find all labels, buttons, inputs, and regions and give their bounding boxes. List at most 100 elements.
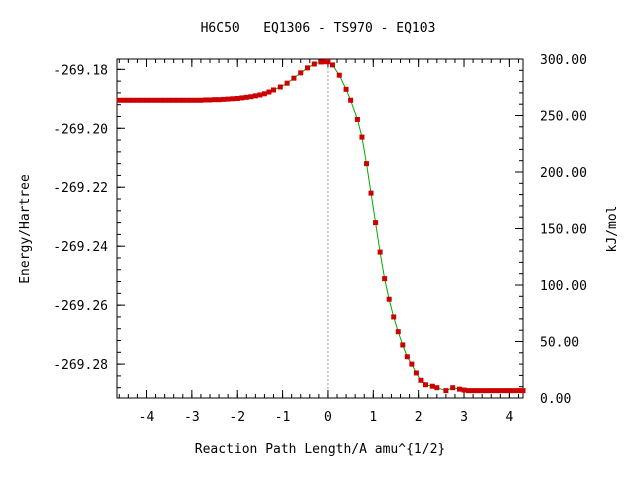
data-point-marker <box>386 296 392 302</box>
data-point-marker <box>180 97 186 103</box>
x-tick-label: -1 <box>275 410 291 425</box>
data-point-marker <box>461 387 467 393</box>
data-point-marker <box>413 370 419 376</box>
data-point-marker <box>450 385 456 391</box>
plot-frame <box>116 58 524 399</box>
data-point-marker <box>336 72 342 78</box>
y2-tick-label: 150.00 <box>540 223 587 238</box>
data-point-marker <box>466 388 472 394</box>
data-point-marker <box>157 97 163 103</box>
data-point-marker <box>488 388 494 394</box>
y-axis-label: Energy/Hartree <box>18 174 33 284</box>
data-point-marker <box>202 97 208 103</box>
data-point-marker <box>125 97 131 103</box>
data-point-marker <box>502 388 508 394</box>
data-point-marker <box>298 70 304 76</box>
data-point-marker <box>329 62 335 68</box>
data-point-marker <box>511 388 517 394</box>
x-tick-label: 0 <box>324 410 332 425</box>
data-point-marker <box>252 93 258 99</box>
x-tick-label: 2 <box>415 410 423 425</box>
data-point-marker <box>391 314 397 320</box>
data-point-marker <box>184 97 190 103</box>
data-point-marker <box>234 96 240 101</box>
data-point-marker <box>359 134 365 140</box>
data-point-marker <box>230 96 236 102</box>
x-tick-label: 1 <box>369 410 377 425</box>
data-point-marker <box>284 80 290 86</box>
energy-curve <box>119 61 523 392</box>
y2-tick-label: 0.00 <box>540 392 571 407</box>
data-point-marker <box>121 97 127 103</box>
data-point-marker <box>470 388 476 394</box>
data-point-marker <box>395 329 401 335</box>
y-tick-label: -269.24 <box>53 240 108 255</box>
data-point-marker <box>515 388 521 394</box>
data-point-marker <box>271 87 276 93</box>
y-tick-label: -269.22 <box>53 181 108 196</box>
data-point-marker <box>409 361 415 367</box>
data-point-marker <box>364 161 369 167</box>
data-point-marker <box>368 190 374 196</box>
y2-axis-label: kJ/mol <box>605 206 620 253</box>
x-tick-label: -2 <box>229 410 245 425</box>
data-point-marker <box>422 382 428 388</box>
y2-tick-label: 250.00 <box>540 110 587 125</box>
data-point-marker <box>193 97 199 103</box>
y-tick-label: -269.28 <box>53 358 108 373</box>
data-point-marker <box>343 86 349 92</box>
x-axis-label: Reaction Path Length/A amu^{1/2} <box>195 442 445 457</box>
data-point-marker <box>207 97 213 103</box>
data-point-marker <box>305 65 311 71</box>
data-point-marker <box>198 97 204 103</box>
data-point-marker <box>443 388 449 394</box>
data-point-marker <box>434 385 440 391</box>
data-point-marker <box>225 96 231 102</box>
y2-tick-label: 50.00 <box>540 336 579 351</box>
y-tick-label: -269.20 <box>53 122 108 137</box>
data-point-marker <box>354 116 360 122</box>
data-point-marker <box>162 97 168 103</box>
data-point-marker <box>373 220 379 226</box>
series-line <box>119 61 523 392</box>
y2-tick-label: 100.00 <box>540 279 587 294</box>
data-point-marker <box>257 92 263 98</box>
data-point-marker <box>266 89 272 95</box>
data-point-marker <box>382 276 388 282</box>
series-markers <box>116 59 526 394</box>
y-tick-label: -269.26 <box>53 299 108 314</box>
data-point-marker <box>148 97 154 103</box>
data-point-marker <box>175 97 181 103</box>
axis-ticks: -4 -3 -2 -1 0 1 2 3 4 -269.18 -269.20 -269.22 -269.2… <box>53 53 587 425</box>
data-point-marker <box>400 342 406 348</box>
data-point-marker <box>243 94 249 100</box>
data-point-marker <box>348 97 354 103</box>
data-point-marker <box>484 388 490 394</box>
data-point-marker <box>493 388 499 394</box>
data-point-marker <box>212 97 218 103</box>
data-point-marker <box>377 249 383 255</box>
data-point-marker <box>130 97 136 103</box>
chart-title: H6C50 EQ1306 - TS970 - EQ103 <box>201 21 436 36</box>
data-point-marker <box>277 84 283 90</box>
data-point-marker <box>189 97 195 103</box>
y-tick-label: -269.18 <box>53 63 108 78</box>
data-point-marker <box>311 61 317 67</box>
x-tick-label: -3 <box>184 410 200 425</box>
data-point-marker <box>404 354 410 360</box>
data-point-marker <box>153 97 159 103</box>
data-point-marker <box>291 75 297 81</box>
y2-tick-label: 200.00 <box>540 166 587 181</box>
data-point-marker <box>506 388 512 394</box>
x-tick-label: -4 <box>139 410 155 425</box>
x-tick-label: 4 <box>505 410 513 425</box>
data-point-marker <box>456 386 462 392</box>
data-point-marker <box>261 91 267 97</box>
data-point-marker <box>143 97 149 103</box>
data-point-marker <box>139 97 145 103</box>
plot-axes <box>116 58 524 399</box>
data-point-marker <box>429 383 435 389</box>
data-point-marker <box>171 97 177 103</box>
data-point-marker <box>239 95 245 101</box>
